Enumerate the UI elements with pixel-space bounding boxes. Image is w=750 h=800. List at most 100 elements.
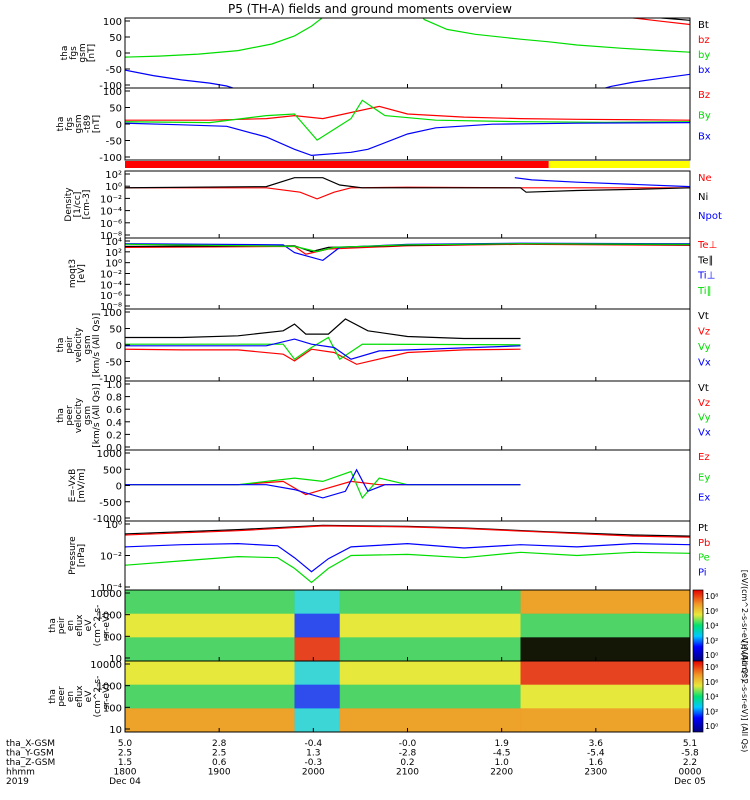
ephemeris-value: 5.0 [118,739,133,749]
ephemeris-value: 1800 [114,768,137,778]
y-axis-label-line: peir [65,336,75,354]
y-tick-label: 0.8 [106,393,122,404]
y-tick-label: 0.0 [106,443,122,454]
y-axis-label-line: fgs [65,117,75,131]
y-axis-label-line: peer [57,686,67,707]
y-axis-label-line: sr-eV) [102,612,112,638]
ephemeris-value: 2.8 [212,739,227,749]
colorbar-tick: 10⁴ [705,693,718,702]
ephemeris-value: -4.5 [493,749,511,759]
spectro-band-3-mid [520,613,690,638]
y-axis-label: tha fgs gsm [nT] [60,43,97,62]
legend-entry: Ni [698,192,708,203]
y-axis-label-line: tha [56,408,66,423]
y-axis-label-line: tha [56,338,66,353]
y-axis-label-line: tha [48,618,58,633]
colorbar-label: [eV/(cm^2-s-sr-eV)] (All Qs) [740,641,749,752]
y-axis-label-line: tha [48,689,58,704]
y-tick-label: 50 [109,325,122,336]
spectrogram-peer-spec [125,661,690,732]
series-group-pressure [125,524,690,584]
ephemeris-value: 3.6 [589,739,604,749]
series-line-Vy [125,336,521,361]
y-axis-label: E=-VxB [mV/m] [68,469,87,503]
ephemeris-value: 2.5 [118,749,132,759]
y-axis-label: Pressure [nPa] [68,536,87,575]
y-tick-label: 10⁰ [105,259,122,270]
legend-entry: Te∥ [697,255,714,266]
y-tick-label: 10 [109,725,122,736]
ephemeris-value: 1.6 [589,758,604,768]
colorbar-tick: 10⁴ [705,622,718,631]
legend-entry: Pi [698,567,707,578]
y-tick-label: -100 [99,153,122,164]
spectro-band-1-bottom [294,637,341,661]
colorbar-label: [eV/(cm^2-s-sr-eV)] (All Qs) [740,570,749,681]
y-axis-label-line: [1/cc] [73,192,83,218]
legend-entry: Ex [698,493,710,504]
y-tick-label: -50 [106,65,122,76]
legend-entry: Vz [698,398,710,409]
y-axis-label-line: E=-VxB [68,469,78,503]
y-axis-label: Density [1/cc] [cm-3] [64,187,92,222]
spectro-band-3-top [520,661,690,686]
legend-entry: Bz [698,90,710,101]
legend-entry: Vx [698,427,711,438]
y-tick-label: -50 [106,358,122,369]
legend-entry: Vx [698,358,711,369]
y-axis-label-line: tha [60,46,70,61]
y-tick-label: 10² [105,170,122,181]
y-axis-label: tha peir velocity gsm [km/s (All Qs)] [56,313,102,377]
y-tick-label: 10² [105,248,122,259]
y-tick-label: 50 [109,104,122,115]
legend-entry: Pe [698,553,710,564]
panel-pressure: 10⁰ 10⁻² 10⁻⁴ Pressure [nPa] Pt Pb Pe Pi [68,520,710,594]
legend-entry: Ez [698,452,710,463]
legend-entry: Ne [698,173,712,184]
y-tick-label: 500 [103,465,122,476]
y-axis-label-line: peer [65,405,75,426]
y-axis-label: tha peer velocity gsm [km/s (All Qs)] [56,383,102,447]
y-axis-label-line: eV [84,690,94,703]
y-axis-label-line: eflux [75,685,85,708]
series-line-Pb [125,525,690,538]
y-axis-label: tha peer en eflux eV (cm^2-s-sr-eV) [48,676,112,718]
spectro-band-0-top [125,590,295,615]
spectro-band-2-top [339,661,521,686]
panel-frame [124,237,691,310]
series-line-Npot [514,177,690,188]
y-tick-label: 10⁻⁸ [100,231,122,242]
status-bar-yellow [548,161,690,168]
ephemeris-value: 0.2 [400,758,414,768]
y-tick-label: 10⁻² [100,270,122,281]
spectro-band-1-top [294,661,341,686]
legend-entry: Ti⊥ [697,271,715,282]
ephemeris-row-label: hhmm [6,768,35,778]
y-axis-label-line: [eV] [77,264,87,283]
ephemeris-value: 2100 [396,768,419,778]
y-axis-label-line: -t89 [83,115,93,134]
series-group-density [125,177,690,200]
y-axis-label-line: eflux [75,614,85,637]
y-axis-label-line: en [66,620,76,631]
series-line-Vz [125,348,521,365]
y-axis-label-line: (cm^2-s- [93,605,103,647]
ephemeris-value: -5.8 [681,749,699,759]
y-axis-label-line: gsm [83,335,93,354]
y-axis-label-line: Density [64,187,74,222]
y-tick-label: 0.4 [106,418,122,429]
ephemeris-value: -5.4 [587,749,605,759]
panel-efield: 1000 500 0 -500 -1000 E=-VxB [mV/m] Ez Ey Ex [68,449,710,525]
legend-entry: Vy [698,413,711,424]
series-line-Vx [125,338,521,360]
y-tick-label: 10⁻⁶ [100,291,122,302]
legend-entry: bz [698,35,710,46]
spectro-band-2-bottom [339,637,521,661]
colorbar-peer-spec [692,660,704,733]
y-tick-label: 100 [103,703,122,714]
colorbar-tick: 10⁶ [705,678,718,687]
y-tick-label: 10⁰ [105,520,122,531]
y-tick-label: 10⁻⁴ [100,207,122,218]
